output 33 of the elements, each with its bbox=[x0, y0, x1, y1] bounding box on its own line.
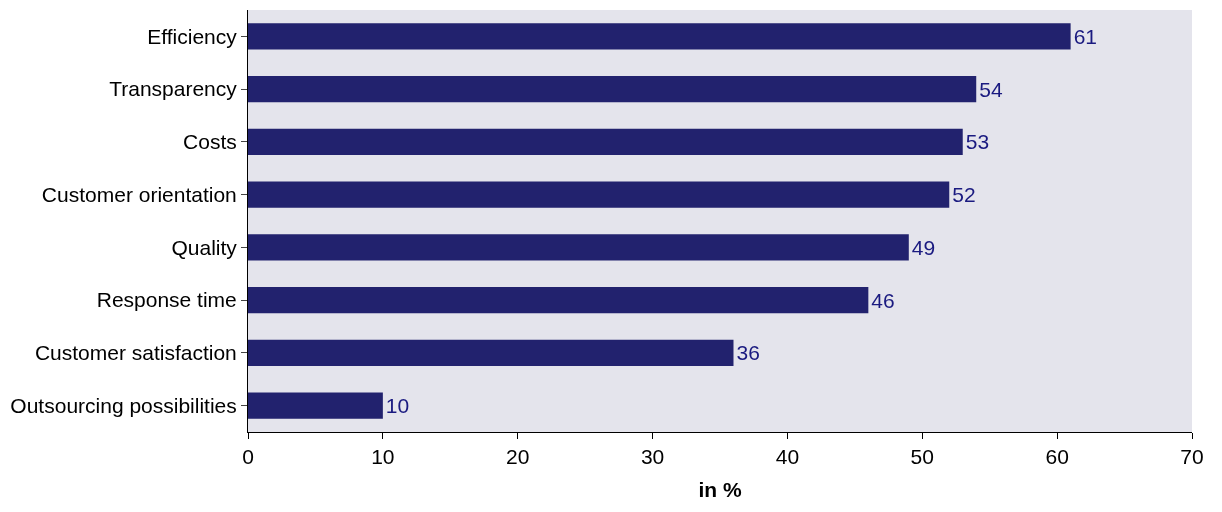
y-tick-label: Efficiency bbox=[147, 24, 238, 48]
data-label: 49 bbox=[911, 235, 936, 259]
y-tick-label: Customer orientation bbox=[41, 182, 237, 206]
data-label: 52 bbox=[952, 183, 976, 207]
bar bbox=[248, 128, 963, 156]
data-label: 61 bbox=[1073, 24, 1097, 48]
y-tick-label: Costs bbox=[183, 130, 237, 154]
x-tick-label: 50 bbox=[910, 445, 934, 469]
y-tick-label: Response time bbox=[96, 288, 237, 312]
bar bbox=[248, 392, 383, 419]
x-tick-label: 40 bbox=[775, 445, 800, 469]
y-tick-label: Outsourcing possibilities bbox=[10, 393, 237, 417]
y-tick-label: Transparency bbox=[109, 77, 238, 101]
data-label: 10 bbox=[385, 394, 410, 418]
y-tick-label: Quality bbox=[171, 235, 238, 259]
x-tick-label: 0 bbox=[242, 445, 254, 469]
bar bbox=[248, 339, 734, 367]
x-tick-label: 30 bbox=[640, 445, 665, 469]
data-label: 53 bbox=[965, 130, 990, 154]
data-label: 54 bbox=[979, 77, 1003, 101]
bar bbox=[248, 23, 1071, 50]
x-tick-label: 10 bbox=[371, 445, 395, 469]
data-label: 36 bbox=[736, 341, 760, 365]
bar bbox=[248, 286, 869, 314]
x-tick-label: 20 bbox=[506, 445, 530, 469]
bar bbox=[248, 234, 909, 261]
bar bbox=[248, 181, 950, 208]
data-label: 46 bbox=[871, 288, 895, 312]
x-tick-label: 70 bbox=[1180, 445, 1204, 469]
y-tick-label: Customer satisfaction bbox=[34, 341, 237, 365]
x-axis-title: in % bbox=[698, 478, 742, 502]
x-tick-label: 60 bbox=[1045, 445, 1069, 469]
bar bbox=[248, 75, 977, 103]
